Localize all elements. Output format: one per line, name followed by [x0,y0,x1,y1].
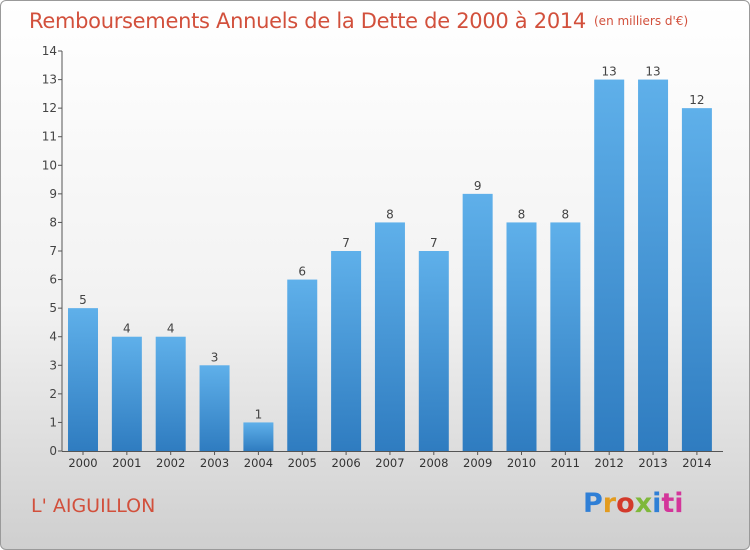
x-tick-label: 2012 [595,456,624,470]
y-tick-label: 4 [49,330,57,344]
bar [331,251,362,451]
x-tick-label: 2013 [638,456,667,470]
x-tick-label: 2007 [375,456,404,470]
x-tick-label: 2001 [112,456,141,470]
y-tick-label: 3 [49,358,57,372]
x-tick-label: 2002 [156,456,185,470]
x-tick-label: 2004 [244,456,273,470]
data-label: 9 [474,179,482,193]
y-tick-label: 11 [42,130,57,144]
chart-title-text: Remboursements Annuels de la Dette de 20… [29,9,586,33]
data-label: 7 [430,236,438,250]
y-tick-label: 14 [42,44,57,58]
bar [418,251,449,451]
bar [681,108,712,452]
y-tick-label: 13 [42,73,57,87]
bar [374,222,405,451]
y-tick-label: 2 [49,387,57,401]
chart-title: Remboursements Annuels de la Dette de 20… [29,9,688,33]
data-label: 8 [518,207,526,221]
bar [287,279,318,451]
x-tick-label: 2005 [288,456,317,470]
data-label: 4 [167,322,175,336]
commune-name: L' AIGUILLON [31,495,156,517]
data-label: 8 [386,207,394,221]
bar [638,79,669,452]
y-tick-label: 0 [49,444,57,458]
bar [111,336,142,451]
x-tick-label: 2008 [419,456,448,470]
bar [594,79,625,452]
x-tick-label: 2000 [68,456,97,470]
x-tick-label: 2011 [551,456,580,470]
y-tick-label: 8 [49,215,57,229]
data-label: 4 [123,322,131,336]
y-tick-label: 10 [42,158,57,172]
y-tick-label: 12 [42,101,57,115]
data-label: 12 [689,93,704,107]
data-label: 13 [602,65,617,79]
bar [155,336,186,451]
y-tick-label: 6 [49,273,57,287]
data-label: 8 [562,207,570,221]
y-tick-label: 7 [49,244,57,258]
data-label: 7 [342,236,350,250]
proxiti-logo[interactable]: Proxiti [583,488,684,519]
data-label: 3 [211,350,219,364]
x-tick-label: 2003 [200,456,229,470]
data-label: 6 [298,265,306,279]
x-tick-label: 2006 [331,456,360,470]
bar [243,422,274,451]
bars-group: 5 4 4 3 1 6 7 8 7 9 8 8 13 13 12 [68,65,712,452]
bar [506,222,537,451]
chart-unit: (en milliers d'€) [594,14,689,28]
bar [462,193,493,451]
bar [199,365,230,451]
data-label: 13 [645,65,660,79]
data-label: 1 [255,407,263,421]
x-tick-label: 2009 [463,456,492,470]
x-tick-label: 2010 [507,456,536,470]
y-tick-label: 1 [49,415,57,429]
bar [68,308,98,451]
y-tick-label: 9 [49,187,57,201]
data-label: 5 [79,293,87,307]
bar [550,222,581,451]
y-tick-label: 5 [49,301,57,315]
x-tick-label: 2014 [682,456,711,470]
